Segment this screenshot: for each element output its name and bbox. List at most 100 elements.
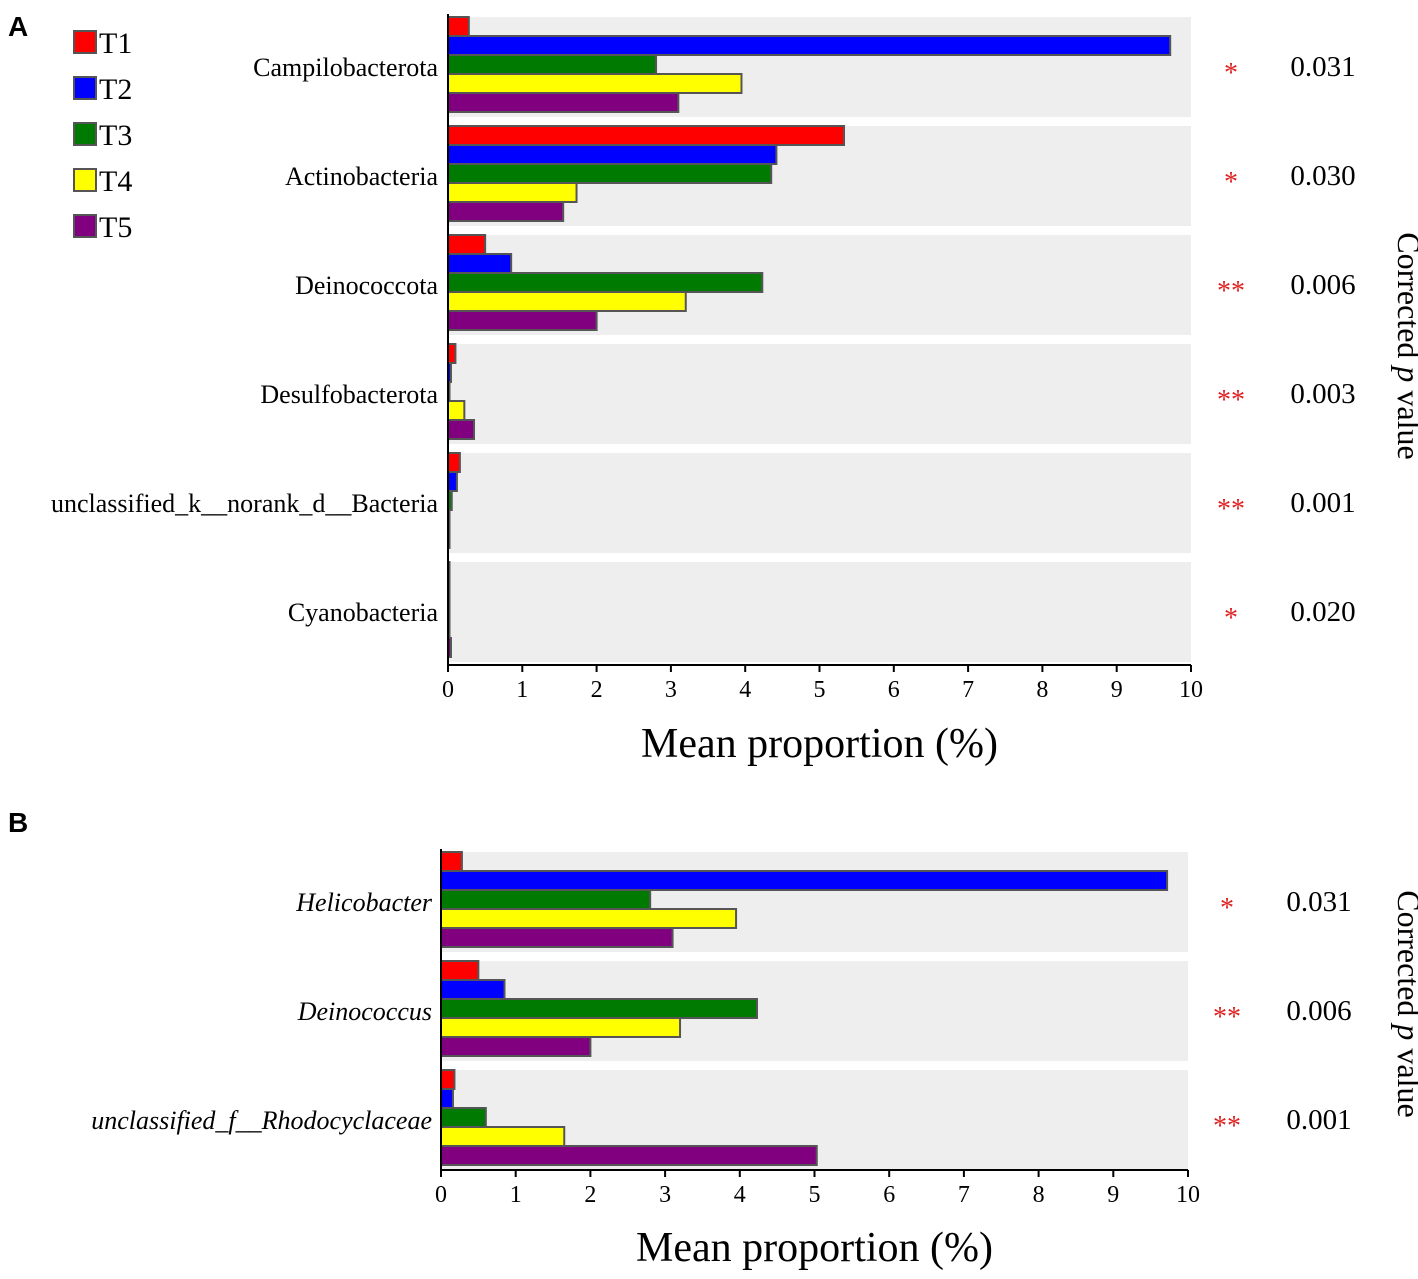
panel-b-bar-deinococcus-t3 bbox=[440, 998, 758, 1019]
panel-a-right-axis-title: Corrected p value bbox=[1391, 232, 1418, 459]
panel-a-p-value: 0.031 bbox=[1290, 51, 1355, 83]
panel-a-category-label: Campilobacterota bbox=[253, 53, 438, 82]
panel-a-category-label: Desulfobacterota bbox=[260, 380, 438, 409]
legend-swatch-t3 bbox=[73, 122, 97, 146]
panel-a-p-value: 0.020 bbox=[1290, 596, 1355, 628]
panel-a-bar-campilobacterota-t3 bbox=[447, 54, 658, 75]
panel-a-bar-unclassified-k-norank-d-bacteria-t1 bbox=[447, 452, 461, 473]
panel-a-bar-unclassified-k-norank-d-bacteria-t2 bbox=[447, 471, 458, 492]
panel-b-x-tick-label: 4 bbox=[734, 1182, 746, 1208]
panel-a-significance-marker: * bbox=[1224, 58, 1238, 89]
panel-b-category-label: Helicobacter bbox=[295, 888, 433, 917]
panel-a-category-label: unclassified_k__norank_d__Bacteria bbox=[51, 489, 438, 518]
panel-b-x-tick-label: 7 bbox=[958, 1182, 970, 1208]
legend-label-t5: T5 bbox=[99, 211, 132, 244]
legend-label-t4: T4 bbox=[99, 165, 132, 198]
panel-a-x-tick-label: 2 bbox=[591, 677, 603, 703]
panel-a-bar-campilobacterota-t2 bbox=[447, 35, 1172, 56]
panel-a-p-value: 0.030 bbox=[1290, 160, 1355, 192]
legend-swatch-t2 bbox=[73, 76, 97, 100]
panel-b-p-value: 0.006 bbox=[1286, 995, 1351, 1027]
panel-a-significance-marker: ** bbox=[1217, 385, 1245, 416]
panel-b-significance-marker: ** bbox=[1213, 1002, 1241, 1033]
legend-label-t3: T3 bbox=[99, 119, 132, 152]
panel-b-right-axis-title-p: p bbox=[1391, 1022, 1418, 1040]
panel-b-right-axis-title-prefix: Corrected bbox=[1391, 890, 1418, 1024]
panel-a-bar-deinococcota-t3 bbox=[447, 272, 764, 293]
panel-a-significance-marker: ** bbox=[1217, 276, 1245, 307]
legend-label-t1: T1 bbox=[99, 27, 132, 60]
panel-a-x-tick-label: 4 bbox=[739, 677, 751, 703]
panel-a-x-tick-label: 5 bbox=[814, 677, 826, 703]
panel-b-p-value: 0.001 bbox=[1286, 1104, 1351, 1136]
legend-swatch-t4 bbox=[73, 168, 97, 192]
panel-a-bar-actinobacteria-t3 bbox=[447, 163, 773, 184]
panel-b-category-label: Deinococcus bbox=[297, 997, 432, 1026]
panel-b-bar-helicobacter-t4 bbox=[440, 908, 738, 929]
panel-b-bar-helicobacter-t5 bbox=[440, 927, 674, 948]
panel-a-bar-actinobacteria-t2 bbox=[447, 144, 778, 165]
panel-a-x-tick-label: 6 bbox=[888, 677, 900, 703]
panel-b-x-tick-label: 2 bbox=[584, 1182, 596, 1208]
panel-a-bar-desulfobacterota-t4 bbox=[447, 400, 466, 421]
panel-b-x-tick-label: 10 bbox=[1176, 1182, 1200, 1208]
panel-a-category-label: Deinococcota bbox=[295, 271, 438, 300]
panel-b-right-axis-title: Corrected p value bbox=[1391, 890, 1418, 1117]
panel-a-x-tick-label: 8 bbox=[1036, 677, 1048, 703]
panel-a-x-tick-label: 7 bbox=[962, 677, 974, 703]
panel-b-category-label: unclassified_f__Rhodocyclaceae bbox=[91, 1106, 432, 1135]
panel-b-bar-helicobacter-t3 bbox=[440, 889, 652, 910]
panel-b-bar-helicobacter-t1 bbox=[440, 851, 463, 872]
panel-b-significance-marker: ** bbox=[1213, 1111, 1241, 1142]
panel-b-bar-unclassified-f-rhodocyclaceae-t4 bbox=[440, 1126, 566, 1147]
panel-a-significance-marker: * bbox=[1224, 603, 1238, 634]
panel-a-bar-deinococcota-t5 bbox=[447, 310, 598, 331]
legend-label-t2: T2 bbox=[99, 73, 132, 106]
panel-a-bar-deinococcota-t2 bbox=[447, 253, 513, 274]
panel-b-x-tick-label: 9 bbox=[1107, 1182, 1119, 1208]
panel-b-bar-unclassified-f-rhodocyclaceae-t3 bbox=[440, 1107, 487, 1128]
panel-label-a: A bbox=[8, 11, 28, 42]
panel-a-x-tick-label: 3 bbox=[665, 677, 677, 703]
panel-a-right-axis-title-suffix: value bbox=[1391, 382, 1418, 459]
panel-a-band-desulfobacterota bbox=[448, 344, 1191, 444]
panel-b-x-tick-label: 6 bbox=[883, 1182, 895, 1208]
legend-swatch-t1 bbox=[73, 30, 97, 54]
panel-a-bar-desulfobacterota-t5 bbox=[447, 419, 476, 440]
panel-a-x-tick-label: 1 bbox=[516, 677, 528, 703]
panel-b-bar-deinococcus-t4 bbox=[440, 1017, 682, 1038]
panel-a-bar-campilobacterota-t1 bbox=[447, 16, 470, 37]
panel-a-x-tick-label: 9 bbox=[1111, 677, 1123, 703]
panel-a-right-axis-title-p: p bbox=[1391, 364, 1418, 382]
panel-a-band-unclassified-k-norank-d-bacteria bbox=[448, 453, 1191, 553]
panel-b-x-tick-label: 1 bbox=[510, 1182, 522, 1208]
panel-a-bar-desulfobacterota-t1 bbox=[447, 343, 457, 364]
panel-b-bar-deinococcus-t2 bbox=[440, 979, 506, 1000]
panel-b-bar-deinococcus-t1 bbox=[440, 960, 480, 981]
panel-a-chart: Campilobacterota * 0.031 Actinobacteria * 0.0… bbox=[51, 14, 1418, 767]
legend: T1 T2 T3 T4 T5 bbox=[73, 27, 132, 244]
panel-a-p-value: 0.006 bbox=[1290, 269, 1355, 301]
panel-a-significance-marker: ** bbox=[1217, 494, 1245, 525]
panel-b-bar-helicobacter-t2 bbox=[440, 870, 1169, 891]
panel-a-bar-actinobacteria-t4 bbox=[447, 182, 578, 203]
panel-a-x-axis-title: Mean proportion (%) bbox=[641, 721, 998, 767]
panel-a-p-value: 0.001 bbox=[1290, 487, 1355, 519]
panel-b-right-axis-title-suffix: value bbox=[1391, 1040, 1418, 1117]
panel-a-bar-actinobacteria-t1 bbox=[447, 125, 846, 146]
panel-b-p-value: 0.031 bbox=[1286, 886, 1351, 918]
panel-a-x-tick-label: 10 bbox=[1179, 677, 1203, 703]
panel-a-significance-marker: * bbox=[1224, 167, 1238, 198]
panel-b-bar-unclassified-f-rhodocyclaceae-t5 bbox=[440, 1145, 818, 1166]
panel-a-bar-deinococcota-t1 bbox=[447, 234, 487, 255]
panel-b-x-tick-label: 0 bbox=[435, 1182, 447, 1208]
panel-a-bar-campilobacterota-t4 bbox=[447, 73, 743, 94]
panel-a-x-tick-label: 0 bbox=[442, 677, 454, 703]
panel-b-x-axis-title: Mean proportion (%) bbox=[636, 1225, 993, 1271]
panel-label-b: B bbox=[8, 807, 28, 838]
panel-b-bar-deinococcus-t5 bbox=[440, 1036, 592, 1057]
panel-a-bar-campilobacterota-t5 bbox=[447, 92, 680, 113]
panel-b-x-tick-label: 8 bbox=[1033, 1182, 1045, 1208]
panel-a-category-label: Actinobacteria bbox=[285, 162, 438, 191]
